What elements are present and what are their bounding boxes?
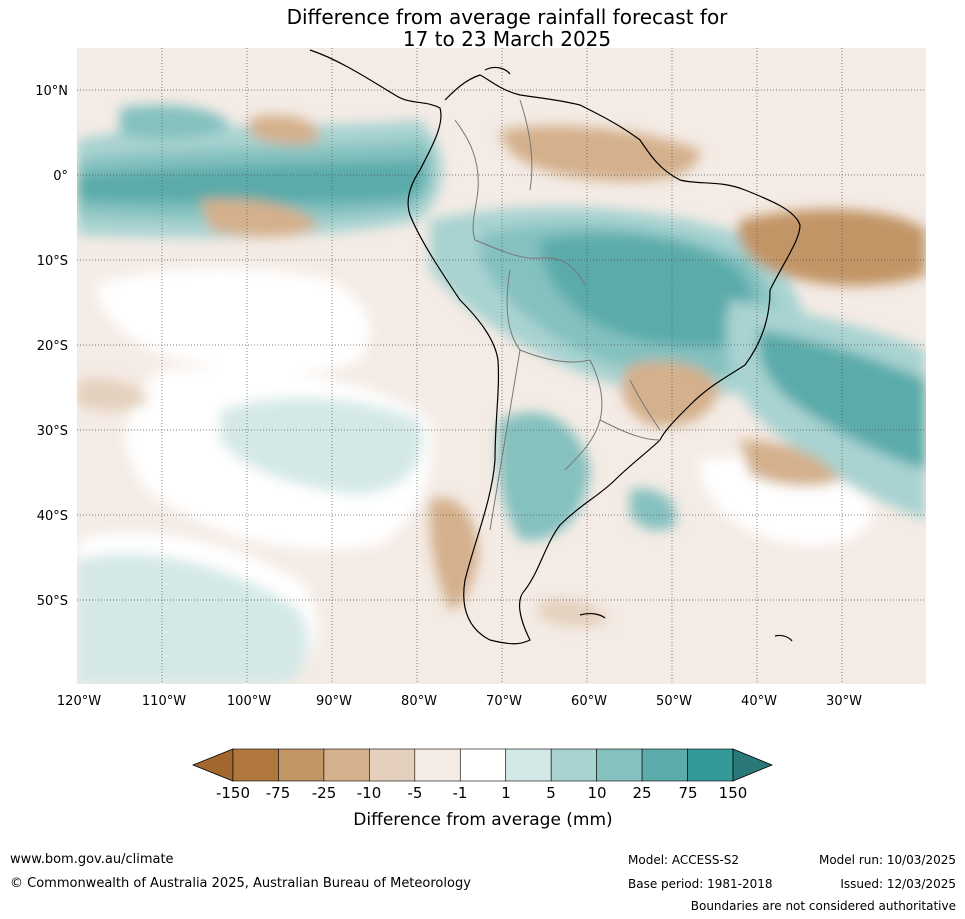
colorbar-label: 5 xyxy=(546,784,556,802)
colorbar-label: -75 xyxy=(266,784,291,802)
colorbar-cell xyxy=(641,748,688,782)
lon-label: 70°W xyxy=(486,694,522,709)
colorbar-label: -5 xyxy=(408,784,423,802)
lon-label: 40°W xyxy=(741,694,777,709)
colorbar: -150 -75 -25 -10 -5 -1 1 5 10 25 75 150 … xyxy=(191,748,774,830)
colorbar-cell xyxy=(459,748,507,782)
colorbar-cell xyxy=(278,748,325,782)
map-title-line2: 17 to 23 March 2025 xyxy=(402,27,612,51)
model-run-date: Model run: 10/03/2025 xyxy=(818,853,956,867)
colorbar-label: 25 xyxy=(632,784,651,802)
coastline xyxy=(309,49,801,645)
anomaly-field xyxy=(77,48,926,684)
lon-label: 90°W xyxy=(316,694,352,709)
map-title-line1: Difference from average rainfall forecas… xyxy=(286,5,728,29)
model-name: Model: ACCESS-S2 xyxy=(628,853,740,867)
lat-label: 20°S xyxy=(37,339,68,354)
colorbar-label: 150 xyxy=(719,784,748,802)
lon-label: 80°W xyxy=(401,694,437,709)
lon-label: 120°W xyxy=(57,694,101,709)
website-url: www.bom.gov.au/climate xyxy=(10,852,174,867)
colorbar-label: -1 xyxy=(453,784,468,802)
colorbar-cell xyxy=(687,748,734,782)
colorbar-labels: -150 -75 -25 -10 -5 -1 1 5 10 25 75 150 xyxy=(216,784,747,802)
copyright-notice: © Commonwealth of Australia 2025, Austra… xyxy=(10,876,471,891)
colorbar-left-triangle xyxy=(191,748,234,782)
colorbar-cells xyxy=(232,748,734,782)
graticule xyxy=(77,48,926,684)
colorbar-cell xyxy=(369,748,416,782)
lat-label: 30°S xyxy=(37,424,68,439)
latitude-labels: 10°N 0° 10°S 20°S 30°S 40°S 50°S xyxy=(35,84,68,609)
colorbar-label: 1 xyxy=(501,784,511,802)
colorbar-cell xyxy=(505,748,552,782)
issued-date: Issued: 12/03/2025 xyxy=(840,877,956,891)
lon-label: 100°W xyxy=(227,694,271,709)
lon-label: 60°W xyxy=(571,694,607,709)
lat-label: 10°S xyxy=(37,254,68,269)
boundaries-disclaimer: Boundaries are not considered authoritat… xyxy=(690,899,956,913)
lon-label: 110°W xyxy=(142,694,186,709)
colorbar-cell xyxy=(414,748,461,782)
colorbar-label: -25 xyxy=(312,784,337,802)
lat-label: 10°N xyxy=(35,84,68,99)
colorbar-cell xyxy=(550,748,597,782)
colorbar-label: 10 xyxy=(587,784,606,802)
longitude-labels: 120°W 110°W 100°W 90°W 80°W 70°W 60°W 50… xyxy=(57,694,862,709)
colorbar-label: 75 xyxy=(678,784,697,802)
colorbar-label: -10 xyxy=(357,784,382,802)
lat-label: 50°S xyxy=(37,594,68,609)
base-period: Base period: 1981-2018 xyxy=(628,877,773,891)
lat-label: 0° xyxy=(53,169,68,184)
lat-label: 40°S xyxy=(37,509,68,524)
colorbar-label: -150 xyxy=(216,784,250,802)
colorbar-cell xyxy=(232,748,279,782)
colorbar-right-triangle xyxy=(732,748,774,782)
lon-label: 30°W xyxy=(826,694,862,709)
colorbar-cell xyxy=(596,748,643,782)
colorbar-cell xyxy=(323,748,370,782)
country-borders xyxy=(454,99,661,531)
lon-label: 50°W xyxy=(656,694,692,709)
colorbar-title: Difference from average (mm) xyxy=(353,810,612,830)
